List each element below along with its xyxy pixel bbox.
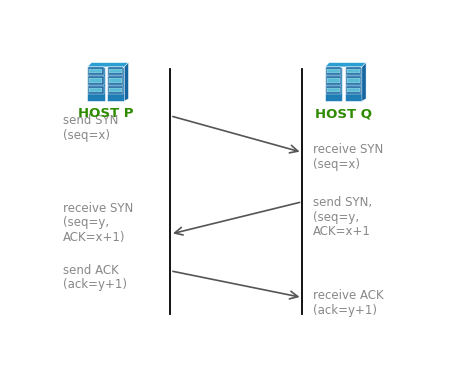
Text: (seq=y,: (seq=y, bbox=[313, 211, 359, 224]
Bar bbox=[345, 67, 362, 101]
Text: receive ACK: receive ACK bbox=[313, 289, 384, 302]
Bar bbox=[327, 88, 340, 92]
Bar bbox=[88, 67, 104, 75]
Bar bbox=[325, 67, 342, 101]
Text: send SYN,: send SYN, bbox=[313, 196, 372, 209]
Bar bbox=[109, 69, 122, 73]
Text: (seq=x): (seq=x) bbox=[313, 158, 360, 171]
Text: send SYN: send SYN bbox=[63, 114, 118, 127]
Bar bbox=[88, 67, 105, 101]
Text: ACK=x+1: ACK=x+1 bbox=[313, 225, 371, 238]
Bar bbox=[108, 67, 124, 75]
Polygon shape bbox=[124, 63, 129, 101]
Text: (ack=y+1): (ack=y+1) bbox=[313, 304, 377, 317]
Bar bbox=[108, 86, 124, 94]
Bar bbox=[326, 76, 341, 85]
Bar bbox=[89, 78, 102, 83]
Bar bbox=[346, 86, 361, 94]
Text: send ACK: send ACK bbox=[63, 264, 119, 277]
Bar bbox=[346, 67, 361, 75]
Bar bbox=[347, 78, 360, 83]
Text: HOST Q: HOST Q bbox=[315, 107, 372, 120]
Bar bbox=[89, 88, 102, 92]
Bar bbox=[88, 86, 104, 94]
Bar bbox=[327, 69, 340, 73]
Bar bbox=[327, 78, 340, 83]
Polygon shape bbox=[325, 63, 366, 67]
Bar bbox=[109, 78, 122, 83]
Bar bbox=[88, 76, 104, 85]
Text: (ack=y+1): (ack=y+1) bbox=[63, 279, 127, 291]
Text: receive SYN: receive SYN bbox=[313, 143, 384, 156]
Bar bbox=[89, 69, 102, 73]
Bar bbox=[107, 67, 124, 101]
Bar bbox=[346, 76, 361, 85]
Text: ACK=x+1): ACK=x+1) bbox=[63, 231, 125, 244]
Bar bbox=[108, 76, 124, 85]
Bar bbox=[347, 88, 360, 92]
Polygon shape bbox=[362, 63, 366, 101]
Bar bbox=[347, 69, 360, 73]
Text: (seq=y,: (seq=y, bbox=[63, 216, 109, 229]
Text: (seq=x): (seq=x) bbox=[63, 129, 110, 142]
Polygon shape bbox=[88, 63, 129, 67]
Text: receive SYN: receive SYN bbox=[63, 202, 133, 215]
Text: HOST P: HOST P bbox=[78, 107, 134, 120]
Bar bbox=[326, 86, 341, 94]
Bar bbox=[326, 67, 341, 75]
Bar bbox=[109, 88, 122, 92]
